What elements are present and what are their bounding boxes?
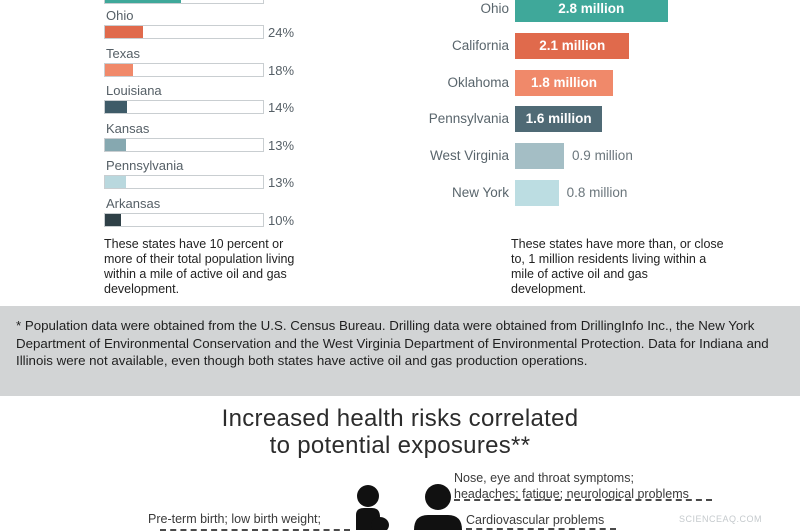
right-bar-category-label: Pennsylvania bbox=[428, 111, 509, 127]
heading-line-2: to potential exposures** bbox=[269, 432, 531, 459]
right-bar-row: California 2.1 million bbox=[400, 32, 800, 63]
left-bar bbox=[105, 213, 121, 226]
left-bar-category-label: Pennsylvania bbox=[106, 158, 184, 173]
adult-person-icon bbox=[414, 484, 462, 530]
left-bar-track bbox=[104, 62, 264, 77]
left-bar bbox=[105, 63, 134, 76]
left-bar bbox=[105, 26, 143, 38]
left-bar-category-label: Louisiana bbox=[106, 83, 162, 98]
left-bar-track bbox=[104, 175, 264, 189]
adult-risk-1-label: Nose, eye and throat symptoms; headaches… bbox=[454, 470, 689, 502]
left-bar-value-label: 13% bbox=[268, 137, 295, 153]
left-bar-value-label: 18% bbox=[268, 62, 295, 78]
left-bar-row: Ohio 24% bbox=[0, 8, 310, 44]
adult-risk-1-line-2: headaches; fatigue; neurological problem… bbox=[454, 487, 689, 501]
left-bar-track bbox=[104, 212, 264, 227]
right-bar-value-label: 2.8 million bbox=[558, 1, 625, 16]
left-caption: These states have 10 percent or more of … bbox=[104, 237, 295, 296]
right-bar-row: Oklahoma 1.8 million bbox=[400, 69, 800, 100]
right-bar-category-label: New York bbox=[451, 185, 509, 200]
partial-top-row bbox=[104, 0, 264, 4]
left-bar-track bbox=[104, 25, 264, 39]
right-bar-category-label: California bbox=[451, 37, 509, 53]
left-bar-category-label: Arkansas bbox=[106, 195, 161, 211]
left-bar-category-label: Kansas bbox=[106, 120, 150, 136]
right-bar-value-label: 0.8 million bbox=[566, 185, 628, 200]
left-bar-value-label: 24% bbox=[268, 25, 295, 40]
left-bar-track bbox=[104, 137, 264, 152]
right-bar-row: West Virginia 0.9 million bbox=[400, 143, 800, 173]
right-bar-row: New York 0.8 million bbox=[400, 180, 800, 210]
left-bar-row: Arkansas 10% bbox=[0, 196, 310, 232]
left-bar-row: Louisiana 14% bbox=[0, 83, 310, 119]
footnote-band: * Population data were obtained from the… bbox=[0, 306, 800, 396]
right-bar-category-label: Oklahoma bbox=[447, 74, 509, 90]
left-bar-row: Kansas 13% bbox=[0, 121, 310, 157]
watermark: SCIENCEAQ.COM bbox=[678, 514, 762, 524]
right-bar bbox=[515, 32, 630, 59]
right-bar-value-label: 0.9 million bbox=[572, 148, 633, 164]
left-bar bbox=[105, 176, 126, 188]
left-bar-value-label: 13% bbox=[268, 175, 295, 190]
adult-risk-1-line-1: Nose, eye and throat symptoms; bbox=[454, 471, 634, 485]
right-bar bbox=[515, 0, 668, 22]
heading-line-1: Increased health risks correlated bbox=[221, 405, 579, 432]
left-bar-row: Pennsylvania 13% bbox=[0, 158, 310, 194]
left-bar-track bbox=[104, 100, 264, 114]
left-bar-row: Texas 18% bbox=[0, 46, 310, 82]
right-bar-category-label: Ohio bbox=[480, 1, 509, 16]
adult-risk-2-label: Cardiovascular problems bbox=[466, 513, 605, 527]
right-caption: These states have more than, or close to… bbox=[511, 237, 724, 296]
section-heading: Increased health risks correlated to pot… bbox=[100, 405, 700, 459]
residents-count-chart: Ohio 2.8 million California 2.1 million Okla… bbox=[400, 0, 800, 300]
right-bar-value-label: 1.8 million bbox=[531, 74, 598, 90]
right-bar bbox=[515, 180, 559, 206]
right-bar-category-label: West Virginia bbox=[429, 148, 509, 164]
left-bar bbox=[105, 101, 128, 113]
left-bar-category-label: Ohio bbox=[106, 8, 134, 23]
right-bar bbox=[515, 69, 614, 96]
people-illustration bbox=[356, 484, 462, 530]
infant-risk-label: Pre-term birth; low birth weight; bbox=[148, 512, 321, 526]
left-bar bbox=[105, 138, 126, 151]
right-bar-row: Ohio 2.8 million bbox=[400, 0, 800, 26]
partial-top-row-fill bbox=[105, 0, 181, 3]
right-bar-row: Pennsylvania 1.6 million bbox=[400, 106, 800, 136]
right-bar bbox=[515, 143, 565, 170]
adult-risk-2-connector bbox=[466, 528, 616, 530]
right-bar bbox=[515, 106, 603, 133]
right-bar-value-label: 2.1 million bbox=[539, 37, 606, 53]
footnote-text: * Population data were obtained from the… bbox=[16, 318, 769, 368]
right-bar-value-label: 1.6 million bbox=[525, 111, 592, 127]
left-bar-category-label: Texas bbox=[106, 45, 140, 61]
adult-risk-1-connector bbox=[454, 499, 712, 501]
left-bar-value-label: 10% bbox=[268, 212, 295, 228]
population-share-chart: Ohio 24% Texas 18% Louisiana 14% Kansas 13% Penn… bbox=[0, 0, 310, 300]
pregnant-woman-icon bbox=[356, 485, 389, 530]
left-bar-value-label: 14% bbox=[268, 100, 295, 115]
